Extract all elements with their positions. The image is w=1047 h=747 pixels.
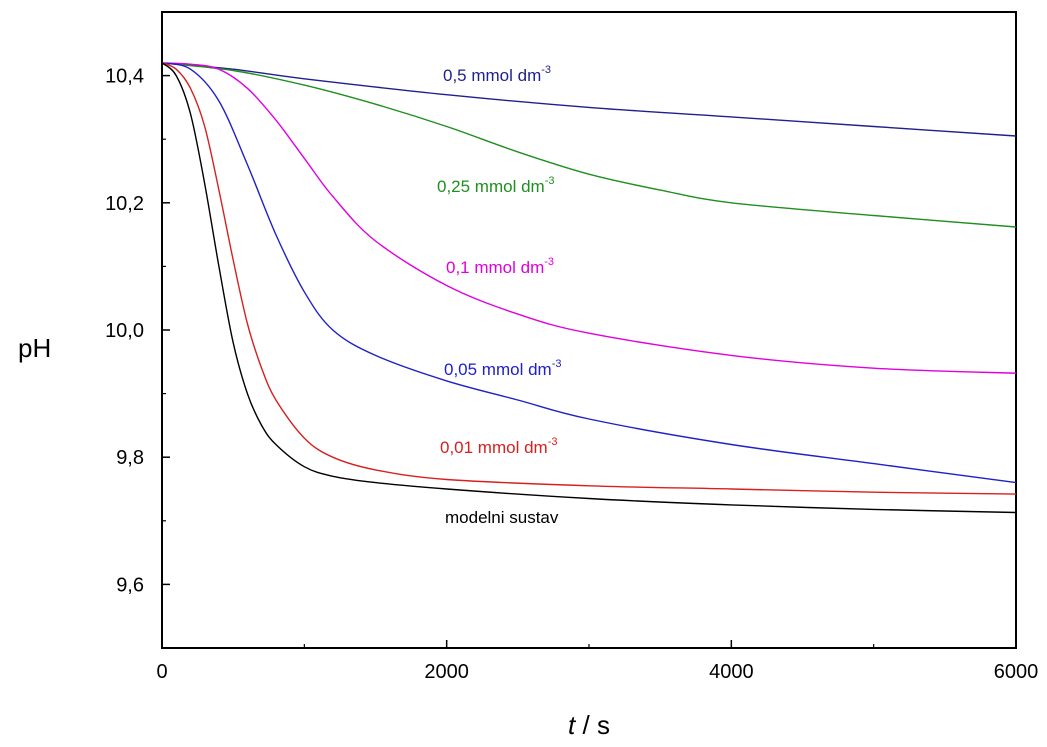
series-modelni-sustav-line [161,62,1017,514]
series-0-1-label: 0,1 mmol dm-3 [446,256,554,277]
series-0-01-line [161,62,1017,495]
x-axis-variable: t [568,710,577,740]
series-lines [161,62,1017,514]
y-axis-title: pH [18,333,51,363]
x-tick-label: 4000 [709,661,754,683]
x-axis-unit: / s [575,710,610,740]
series-0-25-label: 0,25 mmol dm-3 [437,175,554,196]
series-labels: 0,5 mmol dm-3 0,25 mmol dm-3 0,1 mmol dm-3… [437,64,561,527]
series-0-05-line [161,62,1017,484]
series-0-05-label: 0,05 mmol dm-3 [444,358,561,379]
ticks: 0 2000 4000 6000 9,6 9,8 10,0 10,2 10,4 [105,11,1039,683]
y-tick-label: 9,8 [116,447,144,469]
series-0-5-label: 0,5 mmol dm-3 [443,64,551,85]
x-tick-label: 2000 [424,661,469,683]
series-0-5-line [161,62,1017,137]
series-0-1-line [161,62,1017,374]
series-0-01-label: 0,01 mmol dm-3 [440,436,557,457]
x-tick-label: 6000 [994,661,1039,683]
y-tick-label: 9,6 [116,574,144,596]
y-tick-label: 10,0 [105,320,144,342]
series-modelni-sustav-label: modelni sustav [445,508,559,527]
x-axis-title: t / s [568,710,610,740]
x-tick-label: 0 [156,661,167,683]
y-tick-label: 10,4 [105,66,144,88]
y-tick-label: 10,2 [105,193,144,215]
series-0-25-line [161,62,1017,228]
